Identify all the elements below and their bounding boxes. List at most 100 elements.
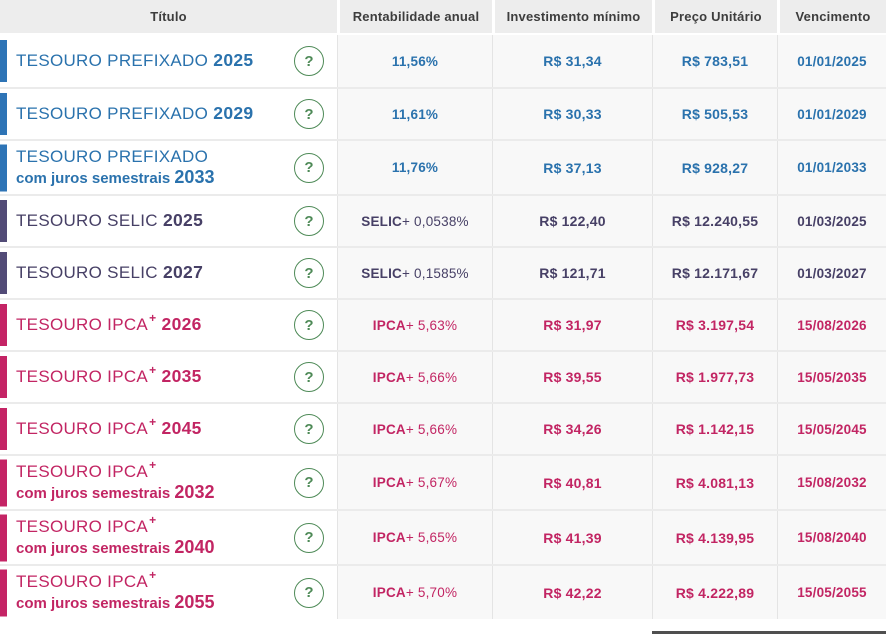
table-row: TESOURO IPCA+ com juros semestrais 2055? I… bbox=[0, 564, 886, 619]
bond-title-cell: TESOURO IPCA+ com juros semestrais 2032? bbox=[0, 456, 337, 509]
bond-title-link[interactable]: TESOURO PREFIXADO 2025 bbox=[16, 50, 294, 71]
table-row: TESOURO IPCA+ com juros semestrais 2040? I… bbox=[0, 509, 886, 564]
rate-index: 11,76% bbox=[391, 160, 439, 175]
bond-name: TESOURO PREFIXADO bbox=[16, 51, 209, 71]
bond-color-bar bbox=[0, 200, 7, 242]
bond-year: 2026 bbox=[156, 314, 202, 335]
bond-title-line1: TESOURO IPCA+ 2035 bbox=[16, 363, 294, 387]
bond-color-bar bbox=[0, 408, 7, 450]
help-icon[interactable]: ? bbox=[294, 258, 324, 288]
unit-price-cell: R$ 783,51 bbox=[652, 35, 777, 87]
column-header-vencimento: Vencimento bbox=[777, 0, 886, 33]
bond-name: TESOURO IPCA bbox=[16, 517, 149, 537]
bond-title-cell: TESOURO PREFIXADO 2025? bbox=[0, 35, 337, 87]
help-icon[interactable]: ? bbox=[294, 206, 324, 236]
rate-spread: + 5,66% bbox=[405, 421, 458, 437]
bond-color-bar bbox=[0, 459, 7, 506]
rate-index: IPCA bbox=[372, 317, 406, 333]
rate-index: IPCA bbox=[372, 530, 406, 545]
column-header-preco: Preço Unitário bbox=[652, 0, 777, 33]
bond-title-link[interactable]: TESOURO IPCA+ 2045 bbox=[16, 415, 294, 439]
bond-title-link[interactable]: TESOURO IPCA+ com juros semestrais 2040 bbox=[16, 513, 294, 558]
unit-price-cell: R$ 505,53 bbox=[652, 89, 777, 139]
bond-title-link[interactable]: TESOURO PREFIXADO 2029 bbox=[16, 103, 294, 124]
bond-title-cell: TESOURO IPCA+ com juros semestrais 2040? bbox=[0, 511, 337, 564]
table-row: TESOURO IPCA+ com juros semestrais 2032? I… bbox=[0, 454, 886, 509]
bond-year: 2055 bbox=[174, 592, 215, 613]
maturity-cell: 15/08/2032 bbox=[777, 456, 886, 509]
bond-year: 2027 bbox=[157, 262, 204, 283]
help-icon[interactable]: ? bbox=[294, 362, 324, 392]
bond-title-cell: TESOURO IPCA+ 2035? bbox=[0, 352, 337, 402]
bond-title-line2: com juros semestrais 2040 bbox=[16, 537, 294, 558]
maturity-cell: 01/01/2025 bbox=[777, 35, 886, 87]
help-icon[interactable]: ? bbox=[294, 467, 324, 498]
min-investment-cell: R$ 31,97 bbox=[492, 300, 652, 350]
rate-index: 11,61% bbox=[391, 106, 439, 122]
bond-year: 2040 bbox=[174, 537, 215, 558]
bond-name: TESOURO PREFIXADO bbox=[16, 104, 209, 124]
min-investment-cell: R$ 39,55 bbox=[492, 352, 652, 402]
table-body: TESOURO PREFIXADO 2025? 11,56% R$ 31,34 R$ … bbox=[0, 35, 886, 619]
help-icon[interactable]: ? bbox=[294, 577, 324, 608]
unit-price-cell: R$ 1.142,15 bbox=[652, 404, 777, 454]
annual-rate-cell: 11,61% bbox=[337, 89, 492, 139]
maturity-cell: 15/05/2035 bbox=[777, 352, 886, 402]
bond-subtitle: com juros semestrais bbox=[16, 170, 175, 188]
bond-title-link[interactable]: TESOURO SELIC 2027 bbox=[16, 262, 294, 283]
bond-title-line1: TESOURO PREFIXADO 2029 bbox=[16, 103, 294, 124]
bond-title-line1: TESOURO IPCA+ bbox=[16, 513, 294, 537]
help-icon[interactable]: ? bbox=[294, 414, 324, 444]
bond-title-cell: TESOURO SELIC 2027? bbox=[0, 248, 337, 298]
bond-title-cell: TESOURO PREFIXADO 2029? bbox=[0, 89, 337, 139]
maturity-cell: 15/08/2026 bbox=[777, 300, 886, 350]
rate-index: IPCA bbox=[372, 421, 406, 437]
min-investment-cell: R$ 37,13 bbox=[492, 141, 652, 194]
help-icon[interactable]: ? bbox=[294, 99, 324, 129]
plus-superscript-icon: + bbox=[149, 458, 157, 473]
bond-subtitle: com juros semestrais bbox=[16, 595, 175, 613]
help-icon[interactable]: ? bbox=[294, 46, 324, 76]
help-icon[interactable]: ? bbox=[294, 152, 324, 183]
bond-title-line1: TESOURO SELIC 2027 bbox=[16, 262, 294, 283]
bond-title-link[interactable]: TESOURO IPCA+ com juros semestrais 2055 bbox=[16, 568, 294, 613]
column-header-titulo: Título bbox=[0, 0, 337, 33]
bond-name: TESOURO IPCA bbox=[16, 367, 149, 387]
bond-color-bar bbox=[0, 514, 7, 561]
bond-title-link[interactable]: TESOURO IPCA+ 2026 bbox=[16, 311, 294, 335]
bond-title-cell: TESOURO IPCA+ 2026? bbox=[0, 300, 337, 350]
unit-price-cell: R$ 4.081,13 bbox=[652, 456, 777, 509]
maturity-cell: 15/05/2055 bbox=[777, 566, 886, 619]
bond-title-link[interactable]: TESOURO IPCA+ com juros semestrais 2032 bbox=[16, 458, 294, 503]
annual-rate-cell: IPCA + 5,66% bbox=[337, 404, 492, 454]
bond-title-line1: TESOURO IPCA+ 2045 bbox=[16, 415, 294, 439]
bond-name: TESOURO IPCA bbox=[16, 315, 149, 335]
bond-year: 2029 bbox=[208, 103, 254, 124]
maturity-cell: 01/01/2029 bbox=[777, 89, 886, 139]
table-header: Título Rentabilidade anual Investimento … bbox=[0, 0, 886, 33]
plus-superscript-icon: + bbox=[149, 513, 157, 528]
bond-title-line1: TESOURO SELIC 2025 bbox=[16, 210, 294, 231]
plus-superscript-icon: + bbox=[149, 363, 157, 378]
bond-title-link[interactable]: TESOURO PREFIXADO com juros semestrais 20… bbox=[16, 147, 294, 188]
annual-rate-cell: IPCA + 5,66% bbox=[337, 352, 492, 402]
bond-year: 2025 bbox=[157, 210, 204, 231]
bond-name: TESOURO IPCA bbox=[16, 419, 149, 439]
bond-color-bar bbox=[0, 40, 7, 82]
bond-title-link[interactable]: TESOURO SELIC 2025 bbox=[16, 210, 294, 231]
bond-color-bar bbox=[0, 356, 7, 398]
annual-rate-cell: 11,56% bbox=[337, 35, 492, 87]
min-investment-cell: R$ 41,39 bbox=[492, 511, 652, 564]
table-row: TESOURO PREFIXADO 2029? 11,61% R$ 30,33 R$ … bbox=[0, 87, 886, 139]
rate-spread: + 5,63% bbox=[405, 317, 458, 333]
column-header-rentabilidade: Rentabilidade anual bbox=[337, 0, 492, 33]
bond-title-link[interactable]: TESOURO IPCA+ 2035 bbox=[16, 363, 294, 387]
min-investment-cell: R$ 121,71 bbox=[492, 248, 652, 298]
min-investment-cell: R$ 31,34 bbox=[492, 35, 652, 87]
rate-spread: + 5,65% bbox=[405, 530, 458, 545]
bond-title-cell: TESOURO IPCA+ com juros semestrais 2055? bbox=[0, 566, 337, 619]
help-icon[interactable]: ? bbox=[294, 522, 324, 553]
min-investment-cell: R$ 40,81 bbox=[492, 456, 652, 509]
bond-year: 2033 bbox=[174, 167, 215, 188]
help-icon[interactable]: ? bbox=[294, 310, 324, 340]
